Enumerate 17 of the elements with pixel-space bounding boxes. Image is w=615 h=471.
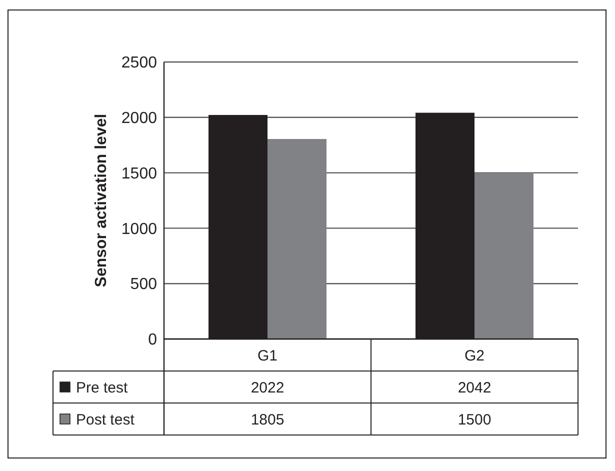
bar — [474, 172, 534, 339]
y-tick-label: 1500 — [121, 165, 158, 182]
x-tick-label: G2 — [464, 347, 485, 364]
y-axis-title: Sensor activation level — [93, 114, 110, 288]
bar — [268, 139, 326, 339]
legend-label: Pre test — [76, 379, 129, 396]
x-tick-label: G1 — [257, 347, 278, 364]
y-tick-label: 2000 — [121, 110, 158, 127]
legend-label: Post test — [76, 411, 136, 428]
data-label: 2042 — [458, 379, 492, 396]
y-tick-label: 2500 — [121, 54, 158, 72]
data-label: 1805 — [250, 411, 284, 428]
y-tick-label: 500 — [130, 276, 158, 294]
y-tick-label: 1000 — [121, 220, 158, 238]
data-label: 2022 — [250, 379, 284, 396]
y-tick-label: 0 — [148, 332, 158, 349]
data-label: 1500 — [458, 411, 492, 428]
